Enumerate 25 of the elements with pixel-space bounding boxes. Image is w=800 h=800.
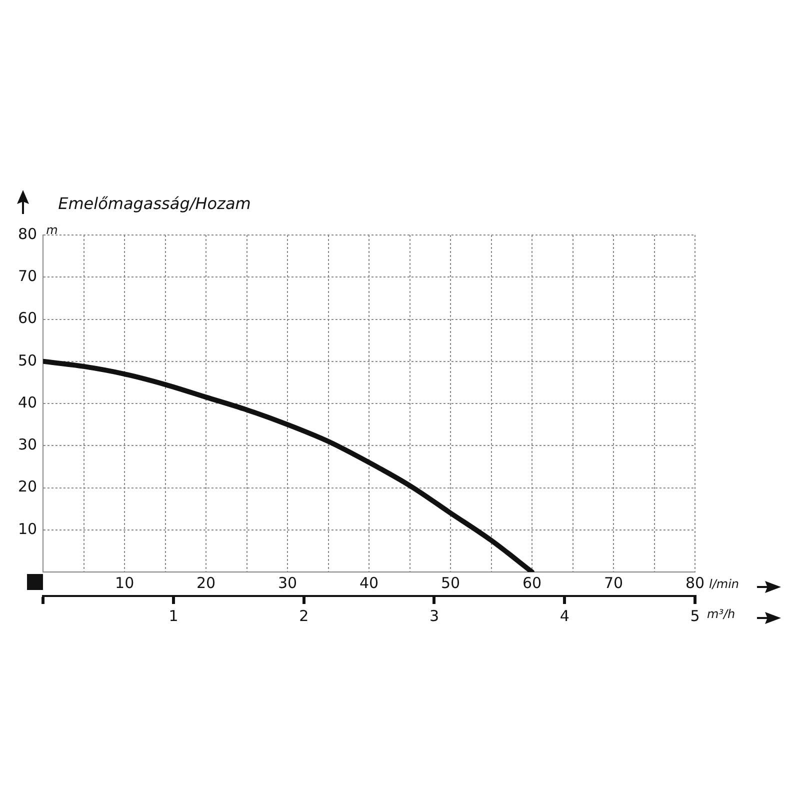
x-tick-label: 20 <box>196 574 216 592</box>
x-tick-label: 10 <box>115 574 134 592</box>
y-axis-title: m <box>46 223 58 238</box>
x2-axis-title: m³/h <box>707 607 736 622</box>
x2-tick-label: 2 <box>299 606 309 625</box>
y-tick-label: 40 <box>18 393 38 412</box>
chart-title: Emelőmagasság/Hozam <box>58 194 251 214</box>
x2-tick-label: 3 <box>429 606 440 625</box>
x2-tick-label: 1 <box>168 606 178 625</box>
x-tick-label: 50 <box>440 574 460 592</box>
x-tick-label: 70 <box>604 574 624 592</box>
x-tick-label: 40 <box>359 574 379 592</box>
x2-tick-label: 4 <box>560 606 570 625</box>
x-axis-title: l/min <box>709 577 740 592</box>
y-tick-label: 30 <box>18 436 38 454</box>
x-tick-label: 30 <box>278 574 298 592</box>
y-tick-label: 70 <box>18 267 38 286</box>
y-tick-label: 10 <box>18 520 38 538</box>
y-tick-label: 50 <box>18 351 38 370</box>
x2-tick-label: 5 <box>690 606 700 625</box>
y-tick-label: 80 <box>18 224 38 243</box>
y-tick-label: 60 <box>18 309 38 328</box>
x-tick-label: 60 <box>522 574 542 592</box>
x-tick-label: 80 <box>685 574 705 592</box>
y-tick-label: 20 <box>18 478 38 496</box>
